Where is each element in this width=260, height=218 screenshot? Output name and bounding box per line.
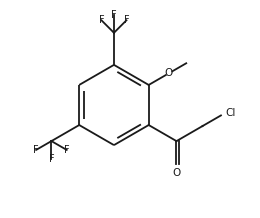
Text: F: F [49, 154, 54, 164]
Text: F: F [124, 15, 129, 25]
Text: O: O [172, 168, 181, 178]
Text: F: F [33, 145, 39, 155]
Text: F: F [111, 10, 117, 20]
Text: O: O [165, 68, 173, 78]
Text: Cl: Cl [225, 108, 236, 118]
Text: F: F [64, 145, 69, 155]
Text: F: F [99, 15, 104, 25]
